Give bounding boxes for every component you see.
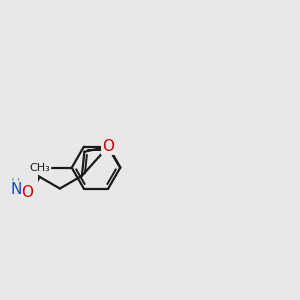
Text: O: O — [22, 185, 34, 200]
Text: CH₃: CH₃ — [29, 163, 50, 173]
Text: O: O — [102, 139, 114, 154]
Text: N: N — [10, 182, 22, 197]
Text: H: H — [11, 177, 20, 190]
